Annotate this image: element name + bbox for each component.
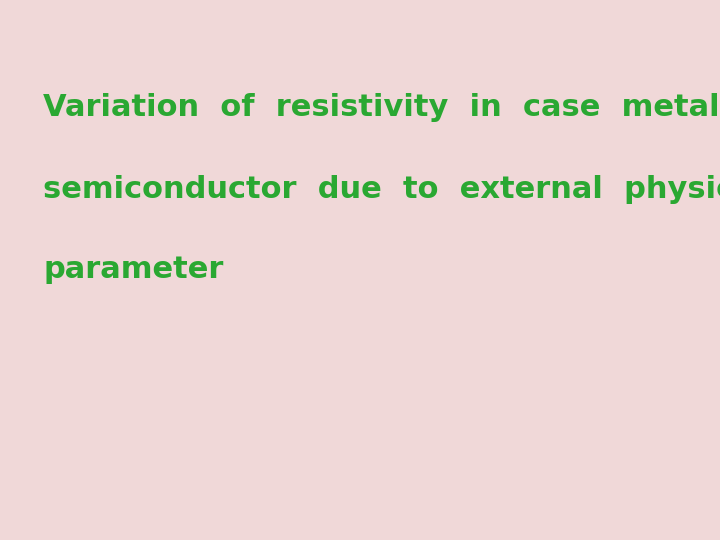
Text: semiconductor  due  to  external  physical: semiconductor due to external physical [43, 174, 720, 204]
Text: Variation  of  resistivity  in  case  metal  &: Variation of resistivity in case metal & [43, 93, 720, 123]
Text: parameter: parameter [43, 255, 224, 285]
